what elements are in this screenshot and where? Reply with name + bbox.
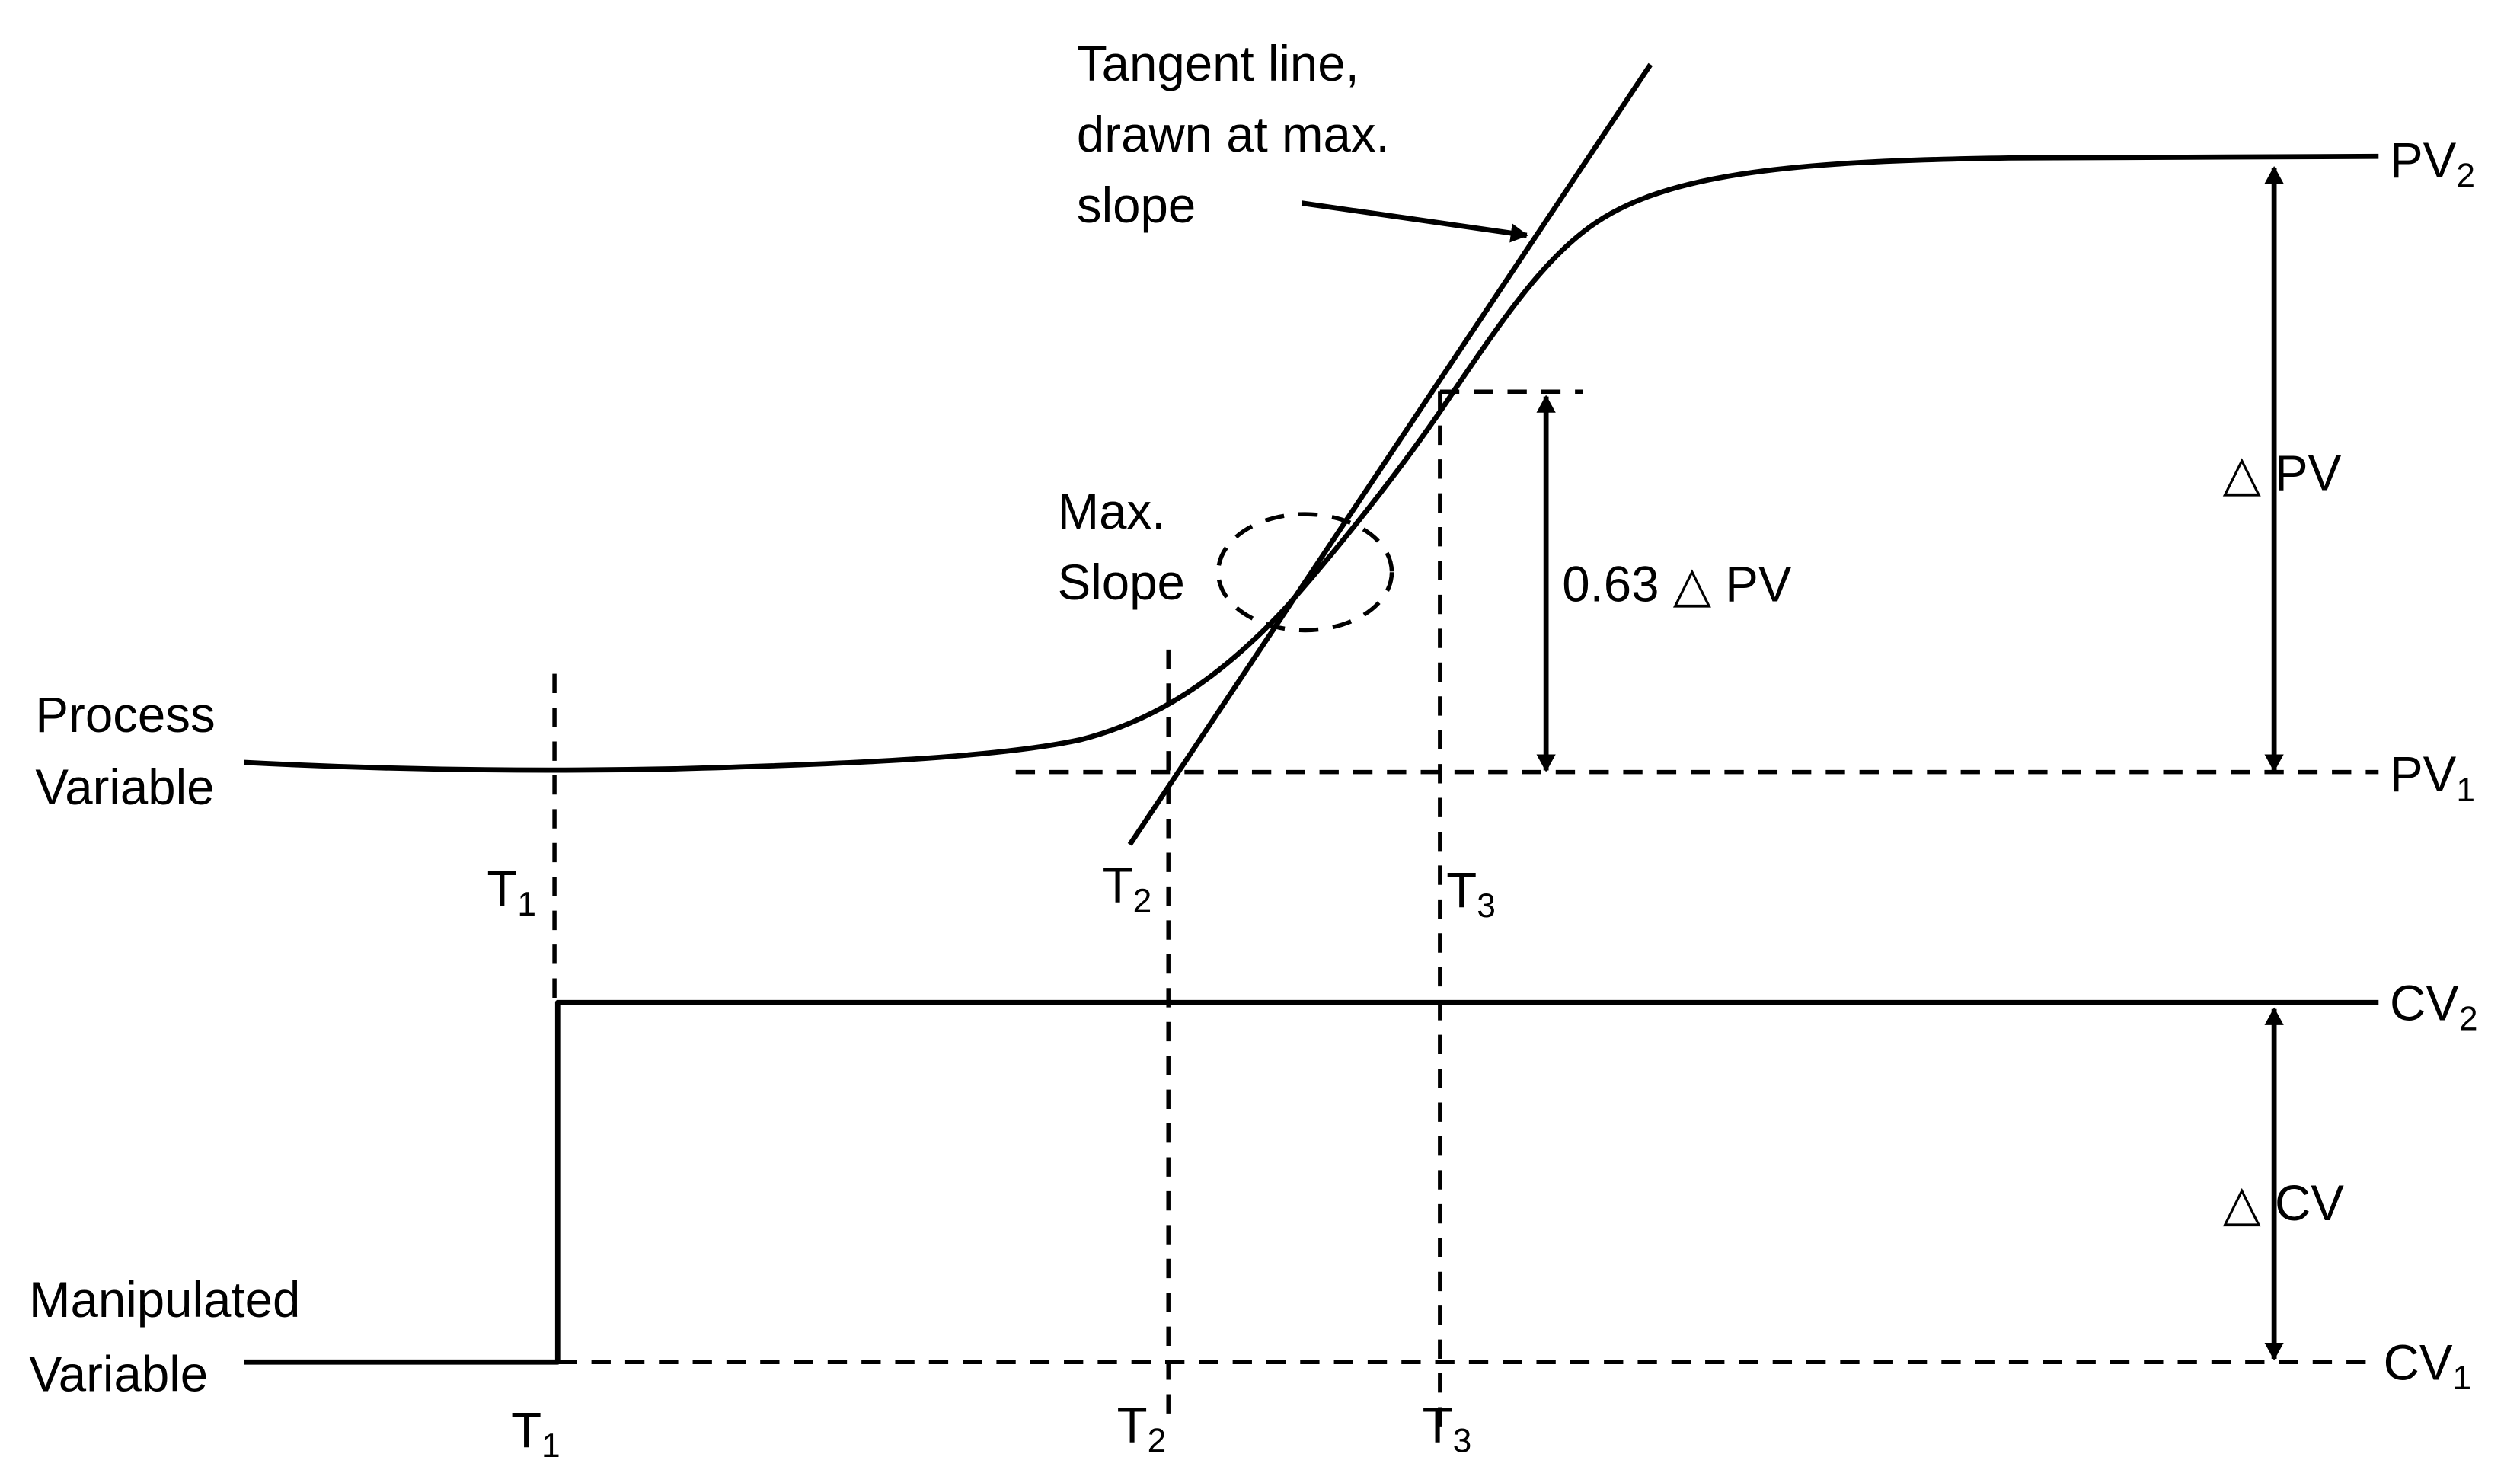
t1-upper-label: T1: [487, 861, 536, 923]
pv1-label: PV1: [2390, 746, 2475, 809]
manipulated-variable-label-line1: Manipulated: [29, 1272, 300, 1328]
delta-cv-label: △ CV: [2223, 1175, 2345, 1231]
cv1-label: CV1: [2384, 1334, 2472, 1397]
delta-pv-label: △ PV: [2223, 445, 2342, 500]
max-slope-label-line1: Max.: [1058, 484, 1166, 539]
manipulated-variable-step: [244, 999, 2379, 1365]
max-slope-label-line2: Slope: [1058, 554, 1185, 610]
manipulated-variable-label-line2: Variable: [29, 1346, 208, 1401]
t3-lower-label: T3: [1423, 1398, 1472, 1460]
tangent-pointer-arrow: [1301, 200, 1528, 243]
t3-upper-label: T3: [1446, 862, 1496, 925]
tangent-label-line1: Tangent line,: [1077, 36, 1359, 91]
tangent-label-line3: slope: [1077, 177, 1196, 233]
process-variable-label-line1: Process: [35, 687, 215, 743]
process-variable-label-line2: Variable: [35, 759, 214, 815]
tangent-line: [1127, 62, 1653, 846]
t1-lower-label: T1: [511, 1402, 561, 1465]
max-slope-ellipse: [1215, 512, 1394, 633]
process-variable-curve: [244, 153, 2379, 773]
pv2-label: PV2: [2390, 133, 2475, 195]
cv2-label: CV2: [2390, 975, 2478, 1037]
t2-lower-label: T2: [1117, 1398, 1167, 1460]
pv63-label: 0.63 △ PV: [1562, 556, 1792, 612]
t2-upper-label: T2: [1103, 858, 1152, 920]
tangent-label-line2: drawn at max.: [1077, 107, 1390, 162]
